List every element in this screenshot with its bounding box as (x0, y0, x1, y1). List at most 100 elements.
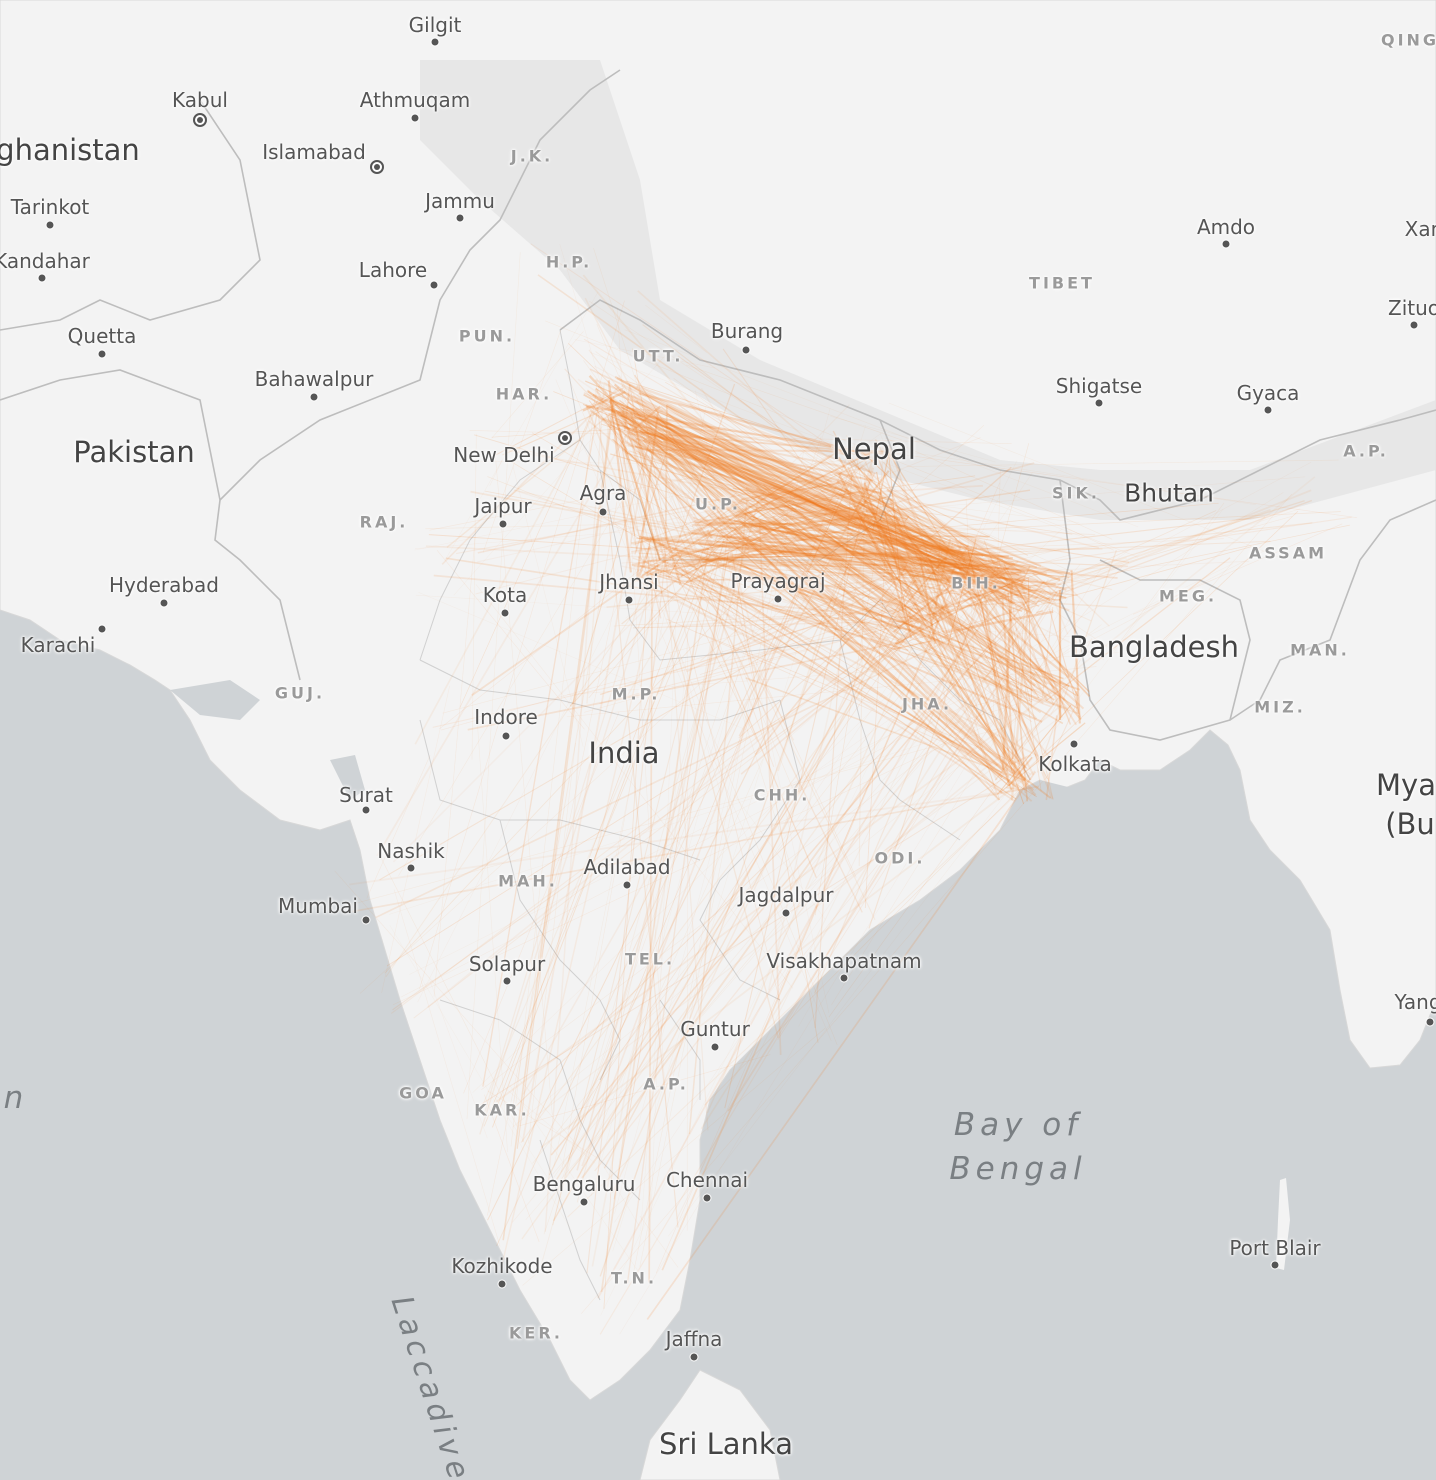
flow-line (627, 401, 1077, 697)
flow-line (701, 551, 1064, 680)
flow-line (661, 559, 1043, 723)
flow-line (643, 571, 909, 652)
flow-line (755, 501, 922, 576)
flow-line (884, 437, 1113, 540)
flow-line (608, 389, 779, 1039)
flow-line (1010, 572, 1067, 591)
flow-line (813, 486, 1038, 576)
flow-line (891, 571, 1002, 615)
flow-line (755, 508, 900, 641)
flow-line (818, 469, 932, 641)
flow-line (917, 557, 1127, 623)
flow-line (597, 407, 679, 1228)
flow-line (680, 522, 789, 578)
flow-line (634, 417, 1358, 518)
flow-line (750, 579, 1013, 623)
flow-line (576, 497, 761, 1171)
flow-line (927, 538, 952, 640)
flow-line (977, 661, 1052, 700)
flow-line (686, 560, 935, 673)
flow-line (967, 562, 1049, 701)
flow-line (887, 449, 904, 613)
flow-line (418, 592, 759, 736)
flow-line (671, 537, 915, 565)
flow-line (636, 411, 660, 578)
flow-line (641, 452, 836, 577)
flow-line (919, 557, 937, 645)
flow-line (589, 368, 875, 508)
flow-line (649, 625, 676, 1233)
flow-line (1010, 754, 1032, 766)
flow-line (427, 569, 971, 1008)
flow-line (726, 535, 977, 549)
flow-line (512, 424, 631, 1107)
flow-line (738, 544, 956, 739)
flow-line (688, 499, 748, 1135)
flow-line (653, 570, 671, 575)
flow-line (657, 417, 945, 546)
flow-line (667, 508, 1224, 1237)
flow-line (621, 524, 747, 625)
flow-line (1027, 577, 1033, 706)
flow-line (784, 620, 924, 742)
flow-line (543, 638, 742, 1235)
flow-line (500, 546, 668, 1268)
flow-line (611, 416, 636, 537)
flow-line (660, 433, 1029, 601)
flow-line (616, 307, 668, 1125)
flow-line (979, 598, 1012, 765)
flow-line (853, 445, 870, 525)
flow-line (544, 385, 605, 1232)
flow-line (467, 640, 907, 731)
flow-line (567, 651, 1123, 695)
flow-line (631, 512, 877, 567)
flow-line (604, 394, 746, 521)
flow-line (640, 536, 924, 631)
flow-line (898, 616, 921, 649)
flow-line (596, 324, 793, 789)
flow-line (931, 571, 1037, 696)
flow-line (691, 531, 980, 569)
flow-line (545, 320, 1138, 558)
flow-line (767, 491, 1055, 701)
flow-line (932, 547, 978, 564)
flow-line (730, 541, 985, 568)
flow-line (885, 447, 1040, 699)
city-marker-islamabad (370, 160, 384, 174)
flow-line (574, 339, 716, 369)
flow-line (630, 546, 1061, 602)
flow-line (484, 490, 1057, 601)
flow-line (878, 444, 884, 528)
flow-line (631, 507, 862, 545)
flow-line (628, 450, 1036, 595)
flow-line (940, 580, 1021, 610)
flow-line (1070, 570, 1081, 724)
flow-line (773, 522, 1023, 613)
flow-line (603, 558, 650, 1309)
flow-line (946, 579, 1001, 589)
flow-line (947, 539, 977, 646)
flow-line (714, 456, 872, 542)
flow-line (853, 493, 1053, 762)
flow-line (635, 400, 831, 485)
flow-line (559, 243, 721, 793)
flow-line (834, 473, 941, 536)
flow-line (894, 551, 952, 567)
flow-line (685, 551, 750, 584)
country-borders (0, 69, 1436, 741)
flow-line (912, 570, 1026, 583)
flow-line (614, 408, 831, 1214)
flow-line (621, 409, 671, 579)
flow-line (751, 494, 986, 577)
flow-line (642, 324, 891, 519)
flow-line (967, 550, 1021, 766)
flow-line (695, 491, 861, 524)
flow-line (837, 484, 966, 559)
flow-line (625, 380, 876, 462)
flow-line (415, 594, 1085, 638)
flow-line (555, 379, 832, 1042)
flow-line (1008, 756, 1033, 786)
city-marker-nashik (406, 863, 416, 873)
flow-line (433, 574, 927, 621)
